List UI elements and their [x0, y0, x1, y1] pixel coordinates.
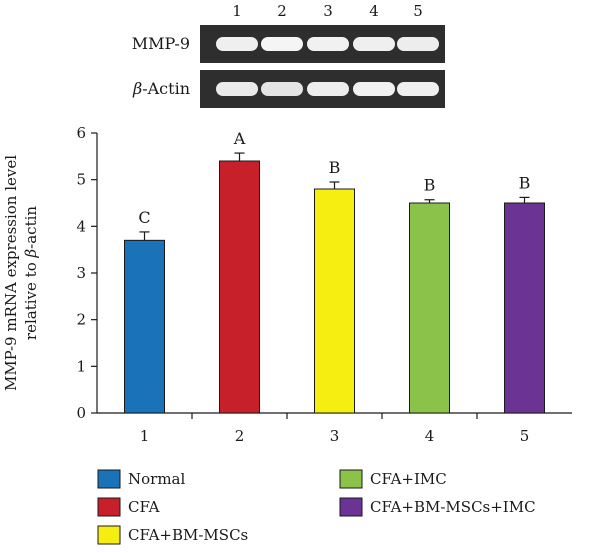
- y-axis-title-line2-prefix: relative to: [22, 258, 40, 341]
- significance-letter-3: B: [329, 158, 341, 177]
- y-axis-title-line2: relative to β-actin: [22, 206, 40, 340]
- significance-letter-4: B: [424, 176, 436, 195]
- legend: Normal CFA CFA+BM-MSCs CFA+IMC CFA+BM-MSCs+I…: [97, 469, 536, 545]
- bar-2: [219, 160, 260, 414]
- significance-letter-1: C: [138, 208, 150, 227]
- legend-swatch-3: [97, 525, 121, 545]
- legend-label-3: CFA+BM-MSCs: [128, 526, 248, 544]
- bar-3: [314, 188, 355, 414]
- gel-band-row1-lane1: [216, 37, 258, 51]
- x-tick-label-2: 2: [235, 427, 245, 445]
- x-tick-label-3: 3: [330, 427, 340, 445]
- lane-number-4: 4: [369, 2, 379, 20]
- legend-label-1: Normal: [128, 470, 185, 488]
- gel-band-row1-lane5: [397, 37, 439, 51]
- y-tick-label-3: 3: [76, 264, 86, 282]
- lane-number-2: 2: [277, 2, 287, 20]
- lane-number-1: 1: [232, 2, 242, 20]
- gel-band-row2-lane4: [353, 82, 395, 96]
- y-axis: 0 1 2 3 4 5 6: [76, 124, 98, 422]
- y-tick-label-1: 1: [76, 357, 86, 375]
- gel-band-row1-lane4: [353, 37, 395, 51]
- significance-letter-5: B: [519, 173, 531, 192]
- y-axis-title-line1: MMP-9 mRNA expression level: [2, 155, 20, 391]
- legend-swatch-2: [97, 497, 121, 517]
- legend-swatch-5: [339, 497, 363, 517]
- significance-letter-2: A: [233, 129, 246, 148]
- bar-5: [504, 202, 545, 414]
- bar-1: [124, 239, 165, 414]
- lane-number-5: 5: [413, 2, 423, 20]
- bar-4: [409, 202, 450, 414]
- gel-band-row2-lane3: [307, 82, 349, 96]
- gel-band-row1-lane2: [261, 37, 303, 51]
- x-tick-label-1: 1: [140, 427, 150, 445]
- gel-row-label-1: MMP-9: [132, 34, 190, 53]
- legend-label-5: CFA+BM-MSCs+IMC: [370, 498, 536, 516]
- lane-number-3: 3: [323, 2, 333, 20]
- bar-chart: 0 1 2 3 4 5 6 1 2 3 4 5 C A B B B MMP-9 mRNA expressio…: [2, 124, 572, 445]
- legend-label-2: CFA: [128, 498, 160, 516]
- bars: C A B B B: [124, 129, 545, 414]
- y-tick-label-5: 5: [76, 171, 86, 189]
- gel-blot: 1 2 3 4 5 MMP-9 β-Actin: [132, 2, 445, 108]
- x-tick-label-5: 5: [520, 427, 530, 445]
- legend-swatch-1: [97, 469, 121, 489]
- gel-band-row2-lane5: [397, 82, 439, 96]
- y-axis-title-line2-italic: β: [22, 249, 40, 259]
- x-axis: 1 2 3 4 5: [97, 412, 572, 445]
- y-tick-label-6: 6: [76, 124, 86, 142]
- gel-row-label-2: β-Actin: [132, 79, 190, 98]
- gel-band-row1-lane3: [307, 37, 349, 51]
- gel-band-row2-lane2: [261, 82, 303, 96]
- y-tick-label-4: 4: [76, 217, 86, 235]
- y-tick-label-0: 0: [76, 404, 86, 422]
- legend-label-4: CFA+IMC: [370, 470, 447, 488]
- y-axis-title-line2-suffix: -actin: [22, 206, 40, 249]
- y-tick-label-2: 2: [76, 311, 86, 329]
- x-tick-label-4: 4: [425, 427, 435, 445]
- legend-swatch-4: [339, 469, 363, 489]
- gel-band-row2-lane1: [216, 82, 258, 96]
